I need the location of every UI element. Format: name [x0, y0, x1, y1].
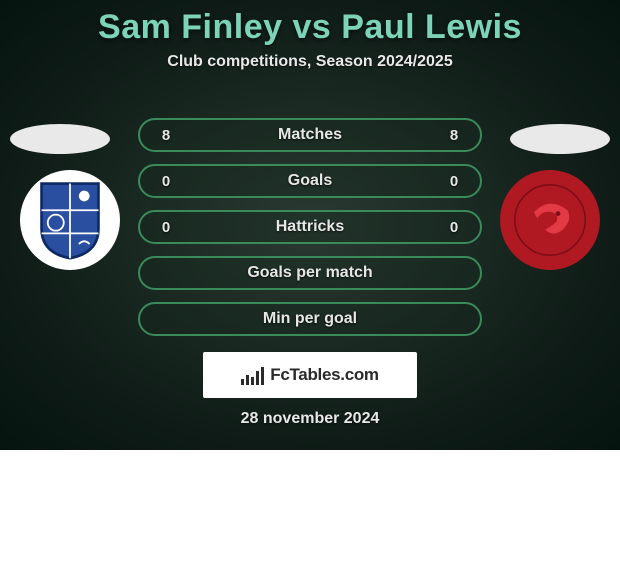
- stat-rows: 8 Matches 8 0 Goals 0 0 Hattricks 0 Goal…: [138, 118, 482, 348]
- stat-label: Matches: [178, 126, 442, 144]
- club-right-crest: [500, 170, 600, 270]
- comparison-card: Sam Finley vs Paul Lewis Club competitio…: [0, 0, 620, 450]
- page-title: Sam Finley vs Paul Lewis: [0, 0, 620, 47]
- stat-row: Goals per match: [138, 256, 482, 290]
- stat-left-value: 8: [154, 127, 178, 144]
- subtitle: Club competitions, Season 2024/2025: [0, 53, 620, 71]
- shrimp-icon: [510, 180, 590, 260]
- branding-badge[interactable]: FcTables.com: [203, 352, 417, 398]
- club-left-crest: [20, 170, 120, 270]
- stat-left-value: 0: [154, 173, 178, 190]
- stat-label: Goals per match: [178, 264, 442, 282]
- stat-row: 0 Goals 0: [138, 164, 482, 198]
- stat-row: 8 Matches 8: [138, 118, 482, 152]
- bar-chart-icon: [241, 365, 264, 385]
- stat-row: 0 Hattricks 0: [138, 210, 482, 244]
- shield-icon: [30, 180, 110, 260]
- player-left-avatar: [10, 124, 110, 154]
- stat-right-value: 0: [442, 173, 466, 190]
- stat-right-value: 0: [442, 219, 466, 236]
- branding-text: FcTables.com: [270, 365, 379, 385]
- stat-label: Goals: [178, 172, 442, 190]
- stat-left-value: 0: [154, 219, 178, 236]
- stat-label: Min per goal: [178, 310, 442, 328]
- player-right-avatar: [510, 124, 610, 154]
- stat-row: Min per goal: [138, 302, 482, 336]
- stat-right-value: 8: [442, 127, 466, 144]
- stat-label: Hattricks: [178, 218, 442, 236]
- date-text: 28 november 2024: [0, 410, 620, 428]
